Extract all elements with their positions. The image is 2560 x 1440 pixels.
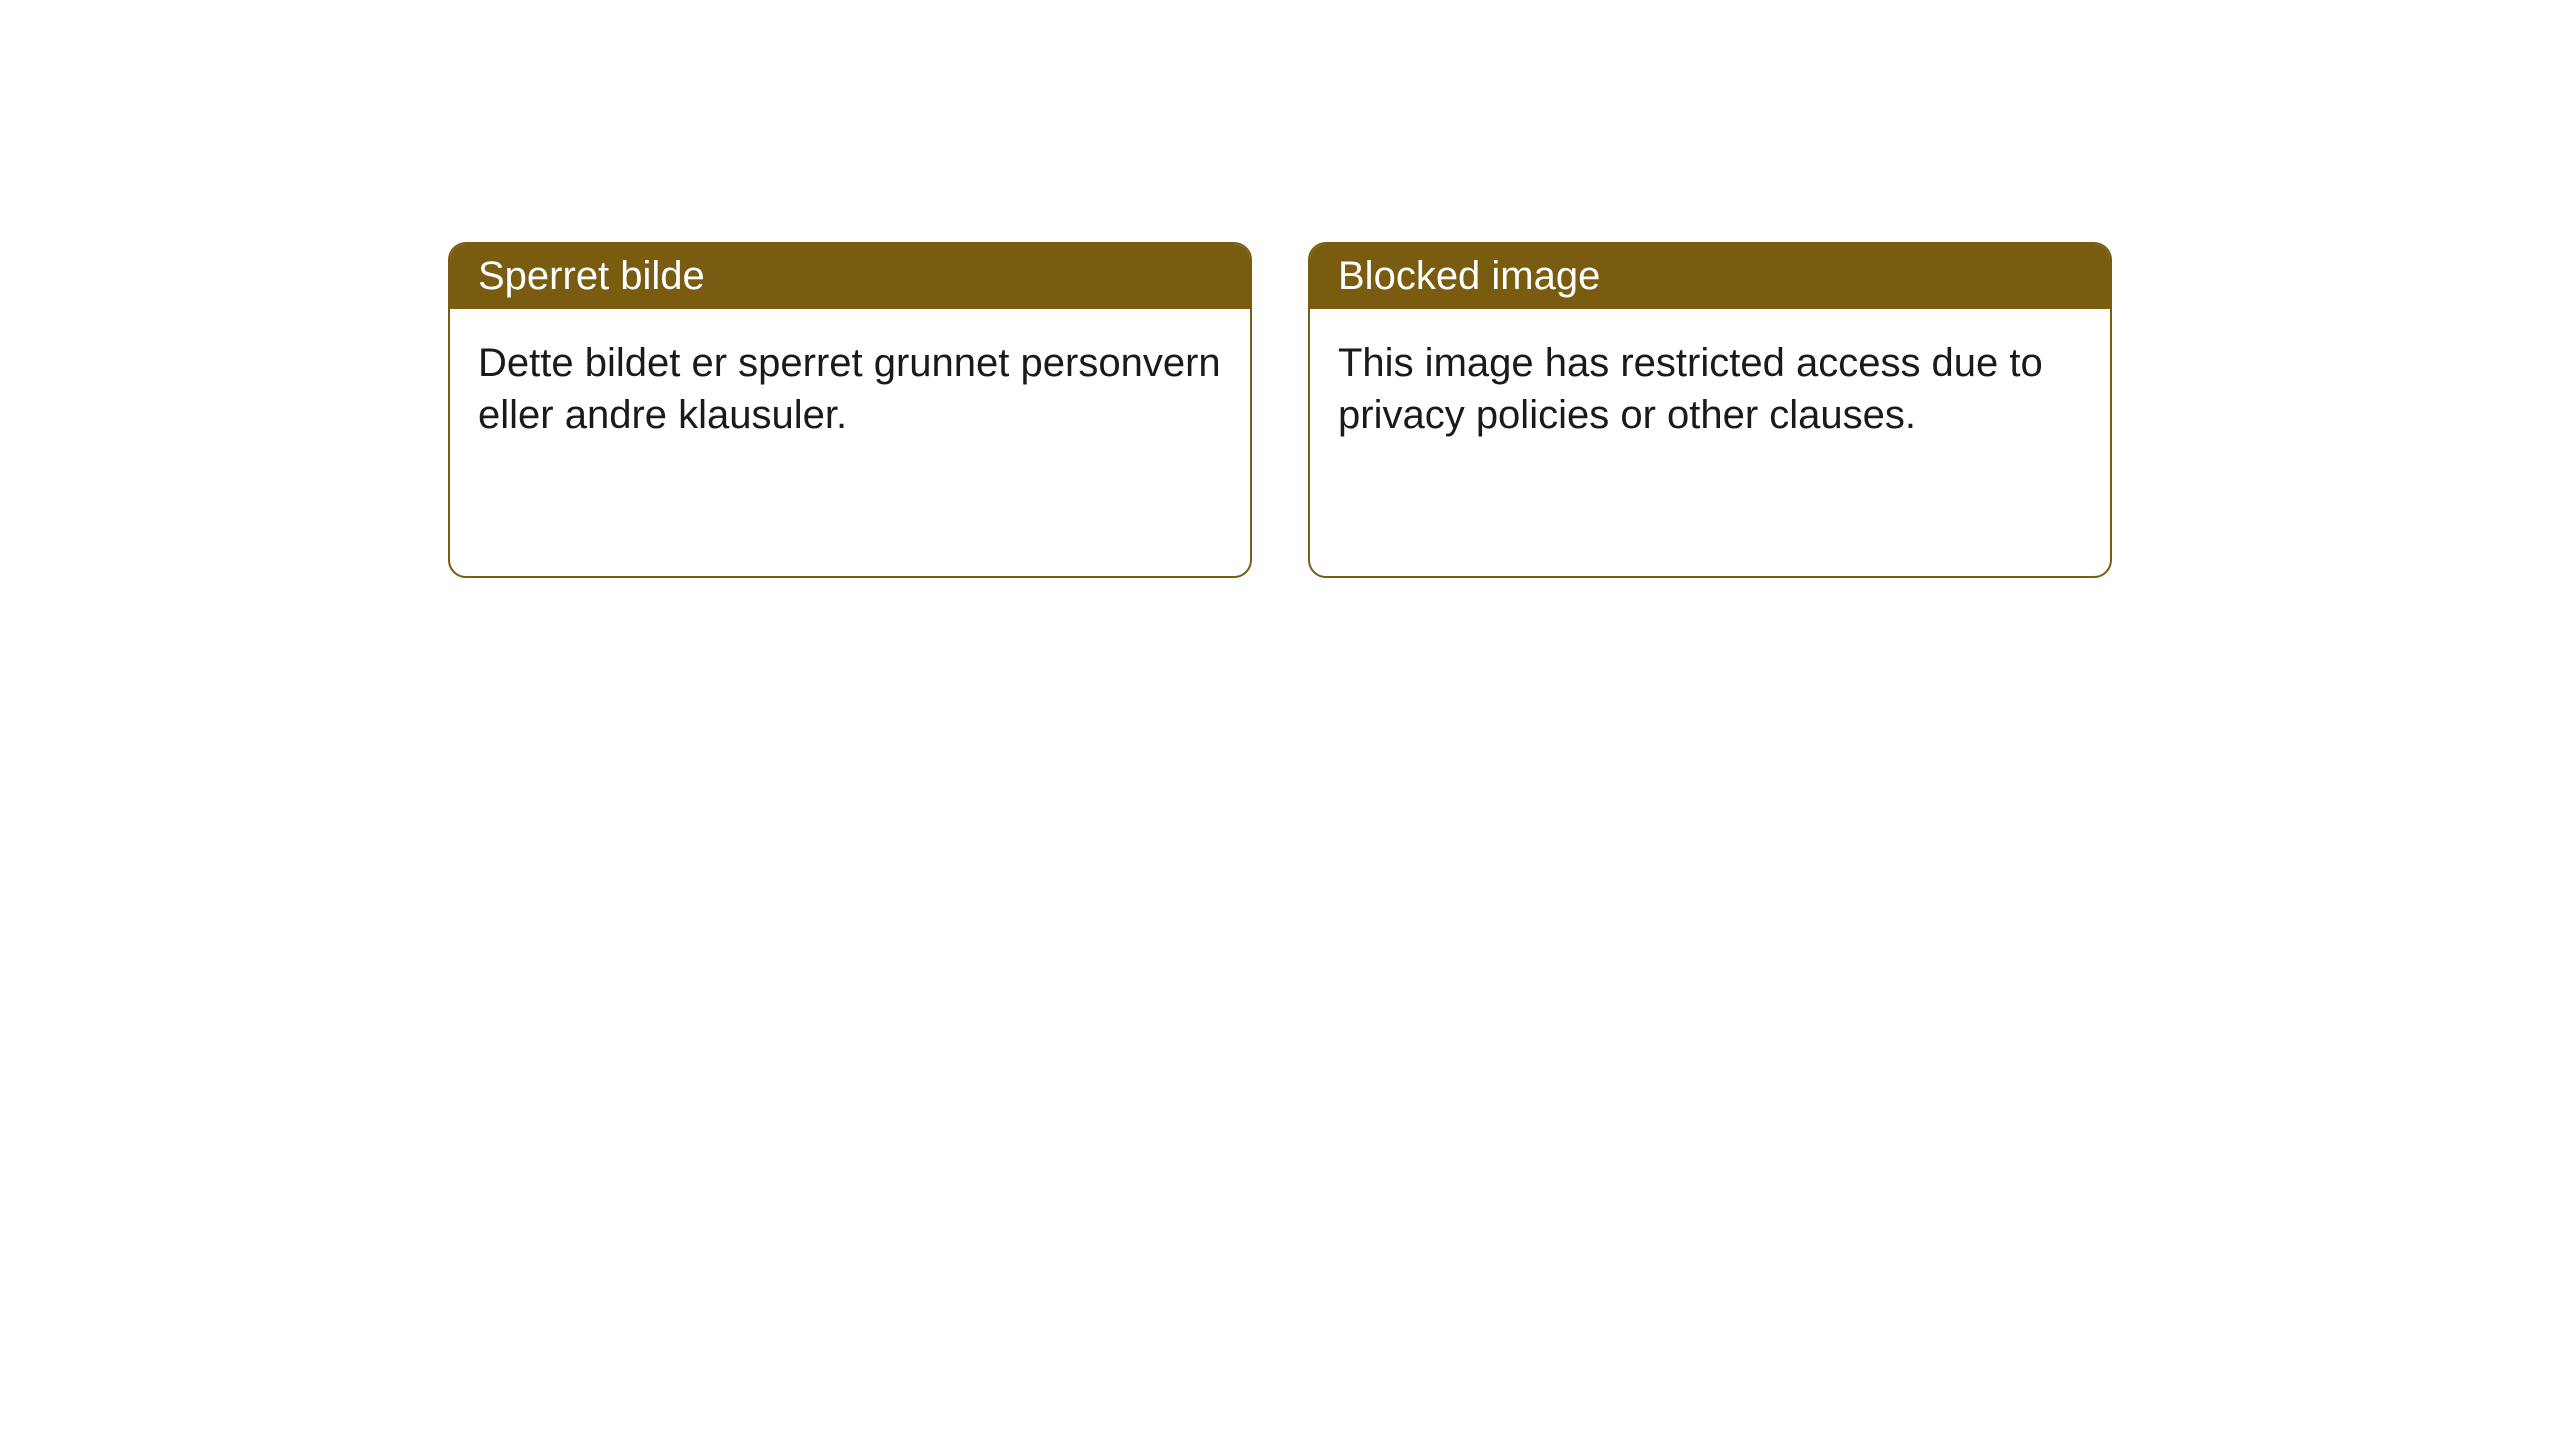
notice-card-norwegian: Sperret bilde Dette bildet er sperret gr… (448, 242, 1252, 578)
notice-card-english: Blocked image This image has restricted … (1308, 242, 2112, 578)
notice-container: Sperret bilde Dette bildet er sperret gr… (0, 0, 2560, 578)
notice-title-norwegian: Sperret bilde (450, 244, 1250, 309)
notice-body-norwegian: Dette bildet er sperret grunnet personve… (450, 309, 1250, 469)
notice-body-english: This image has restricted access due to … (1310, 309, 2110, 469)
notice-title-english: Blocked image (1310, 244, 2110, 309)
